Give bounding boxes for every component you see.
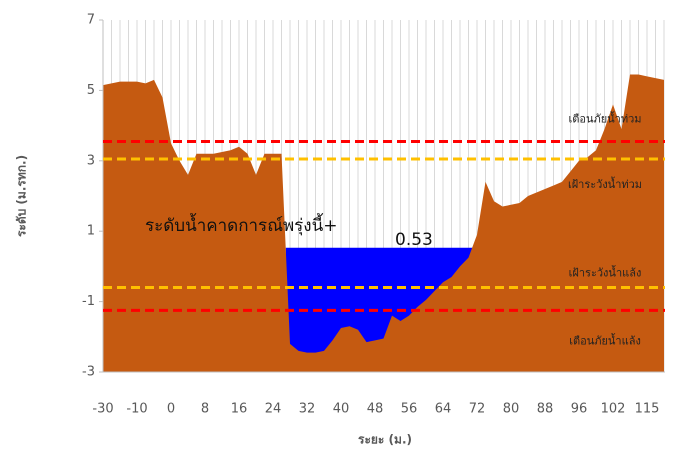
x-tick-label: 88 <box>537 402 554 417</box>
x-tick-label: 56 <box>401 402 418 417</box>
x-tick-label: 40 <box>333 402 350 417</box>
y-axis-label: ระดับ (ม.รทก.) <box>15 155 29 237</box>
water-level-label: 0.53 <box>395 230 433 250</box>
x-tick-label: -10 <box>126 402 147 417</box>
x-tick-label: -30 <box>92 402 113 417</box>
x-tick-label: 80 <box>503 402 520 417</box>
x-tick-label: 64 <box>435 402 452 417</box>
x-tick-label: 96 <box>571 402 588 417</box>
reference-label: เตือนภัยน้ำท่วม <box>568 110 641 125</box>
x-tick-label: 8 <box>201 402 209 417</box>
y-tick-label: 3 <box>87 153 95 168</box>
y-tick-label: 1 <box>87 224 95 239</box>
x-tick-label: 102 <box>601 402 626 417</box>
x-tick-label: 32 <box>299 402 316 417</box>
reference-label: เฝ้าระวังน้ำแล้ง <box>569 265 642 280</box>
reference-label: เฝ้าระวังน้ำท่วม <box>568 176 642 191</box>
y-tick-label: 5 <box>87 83 95 98</box>
water-annotation: ระดับน้ำคาดการณ์พรุ่งนี้+ <box>145 213 337 236</box>
terrain-area <box>103 74 664 372</box>
reference-label: เตือนภัยน้ำแล้ง <box>569 332 641 347</box>
x-tick-label: 16 <box>231 402 248 417</box>
x-tick-label: 48 <box>367 402 384 417</box>
x-axis-label: ระยะ (ม.) <box>358 433 412 447</box>
y-tick-label: 7 <box>87 13 95 28</box>
x-tick-label: 24 <box>265 402 282 417</box>
x-tick-label: 72 <box>469 402 486 417</box>
x-tick-label: 115 <box>635 402 660 417</box>
y-tick-label: -1 <box>82 294 95 309</box>
y-tick-label: -3 <box>82 365 95 380</box>
x-tick-label: 0 <box>167 402 175 417</box>
